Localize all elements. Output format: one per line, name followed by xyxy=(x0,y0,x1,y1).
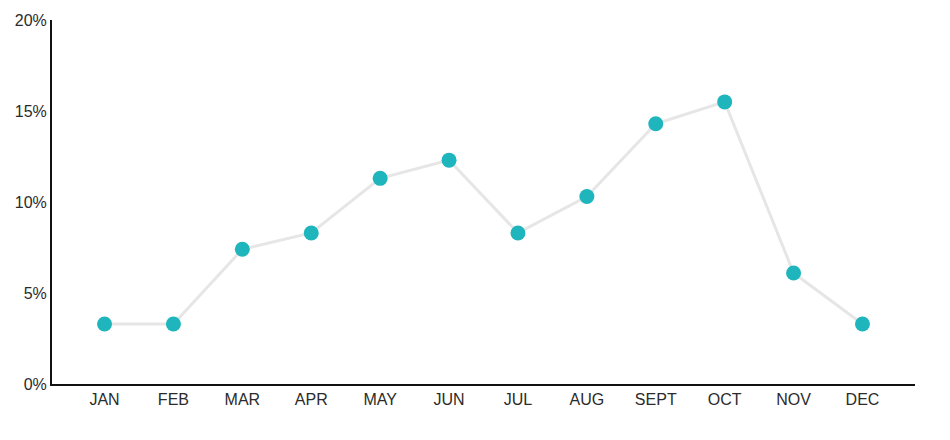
svg-text:MAR: MAR xyxy=(225,391,261,408)
svg-text:15%: 15% xyxy=(15,103,47,120)
svg-text:10%: 10% xyxy=(15,194,47,211)
svg-text:0%: 0% xyxy=(24,376,47,393)
svg-text:JAN: JAN xyxy=(89,391,119,408)
svg-text:SEPT: SEPT xyxy=(635,391,677,408)
svg-text:APR: APR xyxy=(295,391,328,408)
svg-text:FEB: FEB xyxy=(158,391,189,408)
svg-text:5%: 5% xyxy=(24,285,47,302)
svg-text:DEC: DEC xyxy=(846,391,880,408)
svg-text:20%: 20% xyxy=(15,12,47,29)
svg-text:NOV: NOV xyxy=(776,391,811,408)
svg-text:OCT: OCT xyxy=(708,391,742,408)
svg-text:JUL: JUL xyxy=(504,391,533,408)
svg-text:JUN: JUN xyxy=(433,391,464,408)
svg-text:MAY: MAY xyxy=(363,391,397,408)
svg-text:AUG: AUG xyxy=(570,391,605,408)
